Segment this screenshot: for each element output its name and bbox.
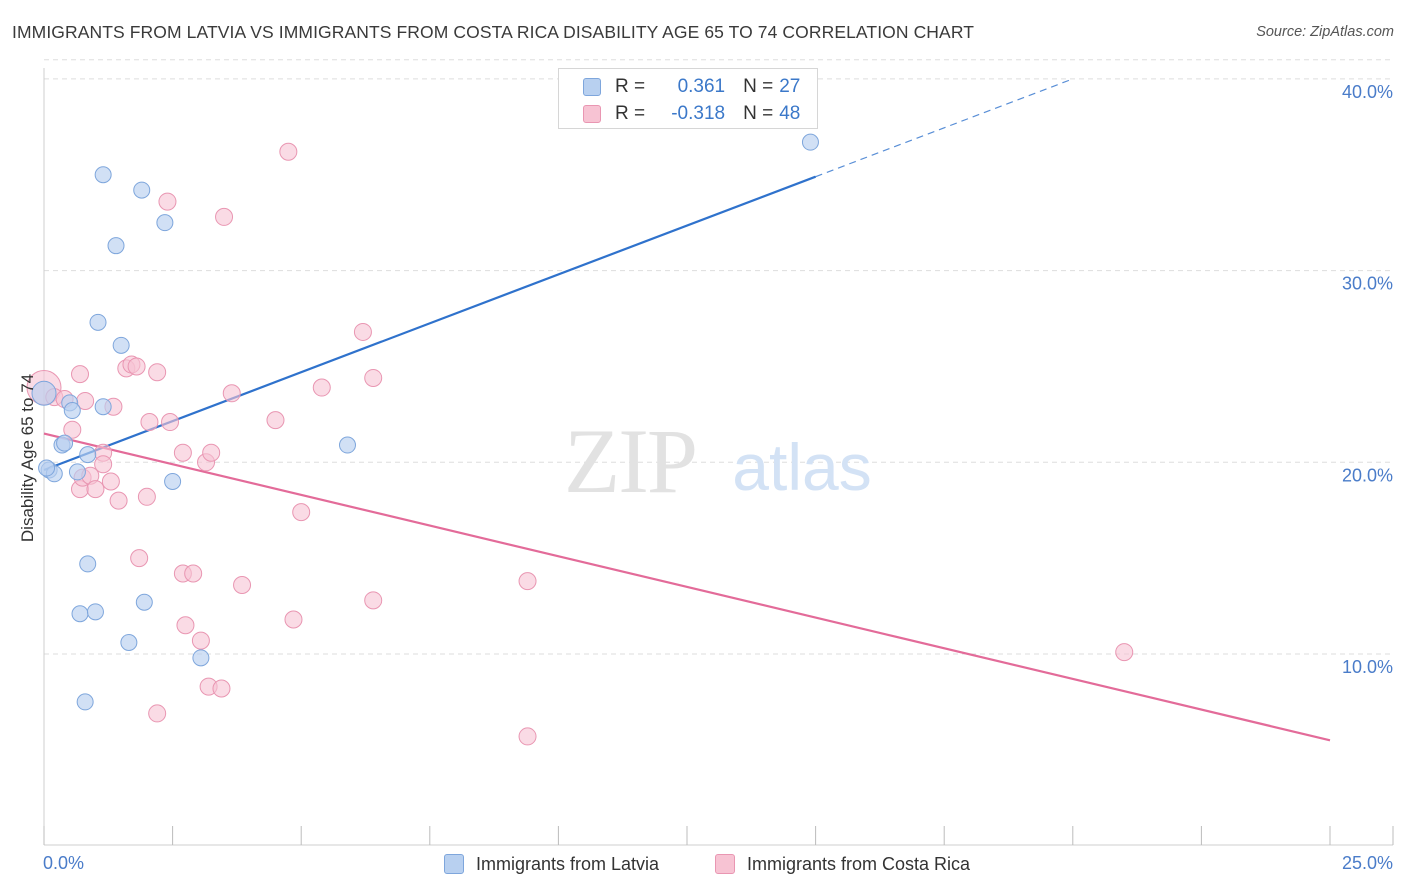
point-costa-rica	[191, 631, 210, 650]
r-value-costa-rica: -0.318	[671, 103, 726, 124]
point-latvia	[120, 633, 138, 651]
chart-title: IMMIGRANTS FROM LATVIA VS IMMIGRANTS FRO…	[12, 22, 975, 42]
point-costa-rica	[292, 503, 311, 522]
n-label: N =	[743, 103, 774, 124]
legend-row-latvia: R = 0.361 N = 27	[583, 74, 800, 100]
axis-labels: Disability Age 65 to 74 0.0% 25.0% 10.0%…	[18, 82, 1393, 873]
point-latvia	[68, 463, 86, 481]
watermark-atlas: atlas	[732, 430, 871, 504]
latvia-swatch	[583, 78, 601, 96]
point-costa-rica	[284, 610, 303, 629]
n-label: N =	[743, 76, 774, 97]
y-axis-label: Disability Age 65 to 74	[18, 374, 37, 542]
n-value-latvia: 27	[779, 76, 801, 97]
trend-line-latvia-extension	[815, 78, 1074, 178]
point-costa-rica	[94, 455, 113, 474]
data-points	[26, 133, 1134, 746]
point-costa-rica	[266, 411, 285, 430]
point-latvia	[801, 133, 819, 151]
point-costa-rica	[127, 357, 146, 376]
point-costa-rica	[63, 420, 82, 439]
point-latvia	[107, 237, 125, 255]
point-costa-rica	[202, 443, 221, 462]
latvia-legend-swatch	[444, 854, 464, 874]
x-tick-label-max: 25.0%	[1342, 853, 1393, 873]
point-latvia	[133, 181, 151, 199]
point-latvia	[135, 593, 153, 611]
latvia-legend-label: Immigrants from Latvia	[476, 853, 660, 874]
point-costa-rica	[353, 322, 372, 341]
point-latvia	[192, 649, 210, 667]
point-costa-rica	[222, 384, 241, 403]
r-value-latvia: 0.361	[677, 76, 726, 97]
point-costa-rica	[161, 413, 180, 432]
point-costa-rica	[137, 487, 156, 506]
point-costa-rica	[148, 363, 167, 382]
point-costa-rica	[148, 704, 167, 723]
point-costa-rica	[130, 549, 149, 568]
point-costa-rica	[184, 564, 203, 583]
point-latvia	[79, 555, 97, 573]
y-tick-label: 30.0%	[1342, 274, 1393, 294]
point-costa-rica	[86, 480, 105, 499]
axes	[43, 68, 1394, 846]
point-costa-rica	[140, 413, 159, 432]
trend-line-costa-rica	[43, 432, 1331, 742]
watermark: ZIP atlas	[564, 410, 872, 512]
legend-item-costa-rica[interactable]: Immigrants from Costa Rica	[715, 851, 970, 877]
watermark-zip: ZIP	[564, 410, 696, 512]
point-latvia	[156, 214, 174, 232]
point-costa-rica	[158, 192, 177, 211]
point-costa-rica	[233, 575, 252, 594]
costa-rica-legend-swatch	[715, 854, 735, 874]
y-tick-label: 10.0%	[1342, 657, 1393, 677]
point-costa-rica	[173, 443, 192, 462]
r-label: R =	[615, 76, 646, 97]
source-label: Source: ZipAtlas.com	[1256, 24, 1394, 40]
point-latvia	[31, 380, 57, 406]
y-tick-label: 20.0%	[1342, 465, 1393, 485]
point-costa-rica	[279, 142, 298, 161]
point-costa-rica	[215, 207, 234, 226]
point-latvia	[63, 402, 81, 420]
point-latvia	[56, 434, 74, 452]
point-costa-rica	[364, 591, 383, 610]
legend-row-costa-rica: R = -0.318 N = 48	[583, 101, 800, 127]
point-latvia	[76, 693, 94, 711]
point-latvia	[94, 166, 112, 184]
r-label: R =	[615, 103, 646, 124]
point-latvia	[338, 436, 356, 454]
point-latvia	[86, 603, 104, 621]
x-tick-label-min: 0.0%	[43, 853, 84, 873]
point-latvia	[89, 313, 107, 331]
legend-item-latvia[interactable]: Immigrants from Latvia	[444, 851, 659, 877]
costa-rica-legend-label: Immigrants from Costa Rica	[747, 853, 971, 874]
point-latvia	[71, 605, 89, 623]
point-costa-rica	[364, 368, 383, 387]
y-tick-label: 40.0%	[1342, 82, 1393, 102]
stats-legend: R = 0.361 N = 27 R = -0.318 N = 48	[558, 68, 818, 129]
point-costa-rica	[518, 572, 537, 591]
point-costa-rica	[176, 616, 195, 635]
point-latvia	[79, 446, 97, 464]
point-latvia	[38, 459, 56, 477]
costa-rica-swatch	[583, 105, 601, 123]
point-latvia	[94, 398, 112, 416]
point-costa-rica	[518, 727, 537, 746]
point-costa-rica	[312, 378, 331, 397]
point-costa-rica	[1115, 643, 1134, 662]
point-costa-rica	[109, 491, 128, 510]
point-costa-rica	[212, 679, 231, 698]
point-costa-rica	[71, 365, 90, 384]
gridlines	[44, 59, 1393, 655]
n-value-costa-rica: 48	[779, 103, 801, 124]
point-latvia	[112, 336, 130, 354]
point-costa-rica	[101, 472, 120, 491]
point-latvia	[164, 472, 182, 490]
